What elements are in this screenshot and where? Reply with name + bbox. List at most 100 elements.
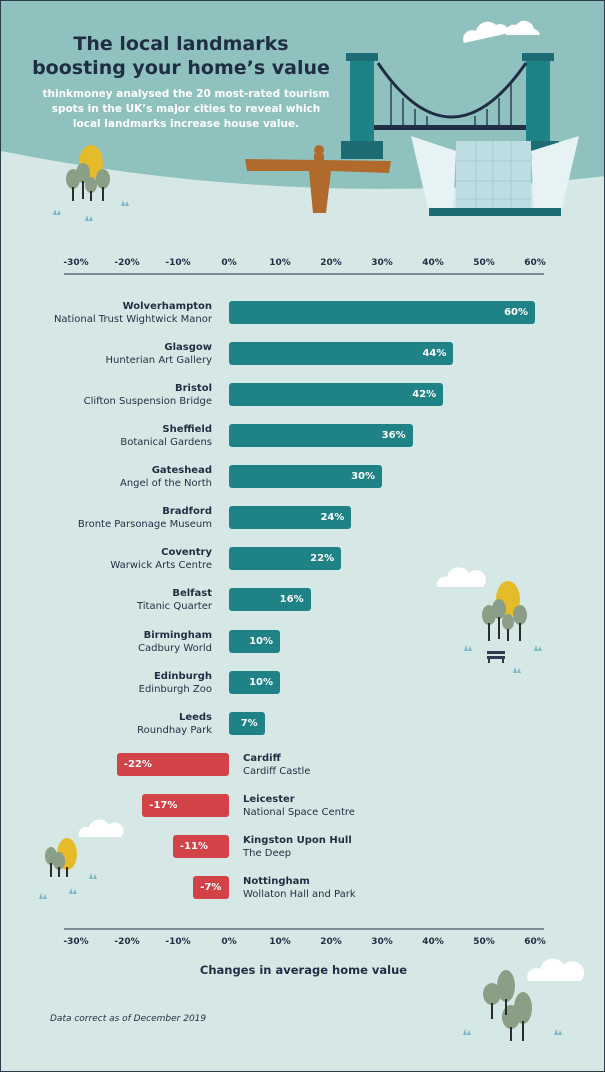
city-name: Cardiff [243,752,281,764]
bar-leicester: -17% [142,793,229,817]
bar-gateshead: 30% [229,465,382,489]
bar-value-label: 10% [249,635,273,647]
x-tick-label: 40% [422,937,444,947]
x-tick-label: 0% [221,937,237,947]
category-label: Belfast Titanic Quarter [137,587,212,613]
landmark-name: Bronte Parsonage Museum [77,519,212,531]
grass-icon [89,873,97,879]
titanic-belfast-icon [411,136,579,216]
grass-icon [513,667,521,673]
city-name: Nottingham [243,875,310,887]
landmark-name: Titanic Quarter [136,601,212,613]
tree-icon [482,581,527,641]
landmark-name: Cardiff Castle [243,765,311,777]
grass-icon [69,888,77,894]
x-tick-label: 10% [269,258,291,268]
x-tick-label: 40% [422,258,444,268]
category-label: Leicester National Space Centre [243,793,355,819]
category-label: Birmingham Cadbury World [138,629,212,655]
bar-value-label: 44% [422,348,447,360]
title-line-1: The local landmarks [73,33,289,55]
bar-value-label: 42% [412,389,437,401]
title-line-2: boosting your home’s value [32,57,330,79]
city-name: Wolverhampton [122,301,212,312]
bar-edinburgh: 10% [229,670,280,694]
city-name: Edinburgh [153,670,212,682]
x-tick-label: -30% [63,937,89,947]
x-tick-label: -10% [165,258,191,268]
bar-sheffield: 36% [229,424,413,448]
grass-icon [534,645,542,651]
sky-band [1,1,604,189]
x-tick-label: 30% [371,258,393,268]
city-name: Leicester [243,793,295,805]
category-label: Nottingham Wollaton Hall and Park [243,875,356,901]
bar-leeds: 7% [229,711,265,735]
category-label: Sheffield Botanical Gardens [120,423,212,449]
grass-icon [463,1029,471,1035]
bar-value-label: 30% [351,471,375,483]
grass-icon [554,1029,562,1035]
grass-icon [464,645,472,651]
x-tick-label: -20% [114,258,140,268]
cloud-icon [505,20,540,35]
landmark-name: National Trust Wightwick Manor [53,314,212,325]
city-name: Glasgow [164,342,212,354]
city-name: Sheffield [162,424,212,436]
bar-value-label: -22% [123,758,152,770]
x-tick-label: 0% [221,258,237,268]
city-name: Gateshead [151,465,212,477]
tree-icon [45,838,77,877]
bar-bradford: 24% [229,506,352,530]
category-label: Coventry Warwick Arts Centre [110,546,212,572]
bar-kingston-upon-hull: -11% [172,834,229,858]
x-tick-label: 50% [473,258,495,268]
city-name: Bristol [174,383,212,395]
bar-bristol: 42% [229,383,444,407]
grass-icon [121,200,129,206]
bar-value-label: -11% [179,840,208,852]
x-tick-label: 30% [371,937,393,947]
landmark-name: Warwick Arts Centre [110,560,212,572]
cloud-icon [78,819,124,837]
landmark-name: Cadbury World [137,642,212,654]
landmark-name: National Space Centre [243,806,355,818]
footnote: Data correct as of December 2019 [50,1014,207,1024]
city-name: Kingston Upon Hull [243,834,352,846]
grass-icon [53,209,61,215]
grass-icon [85,215,93,221]
x-tick-label: 20% [320,258,342,268]
cloud-icon [463,21,509,43]
x-axis-title: Changes in average home value [199,963,408,977]
landmark-name: Angel of the North [119,478,212,490]
bar-wolverhampton: 60% [229,301,535,324]
landmark-name: Hunterian Art Gallery [105,355,212,367]
category-label: Kingston Upon Hull The Deep [243,834,352,860]
bar-belfast: 16% [229,588,311,612]
cloud-icon [527,958,585,981]
landmark-name: Clifton Suspension Bridge [83,396,212,408]
x-tick-label: 60% [524,937,546,947]
category-label: Bradford Bronte Parsonage Museum [78,505,212,531]
x-tick-label: -10% [165,937,191,947]
category-label: Gateshead Angel of the North [120,464,212,490]
bar-coventry: 22% [229,547,342,571]
x-tick-label: 20% [320,937,342,947]
tree-icon [483,970,532,1041]
bar-value-label: 7% [240,717,258,729]
landmark-name: Wollaton Hall and Park [243,888,356,900]
grass-icon [39,893,47,899]
category-label: Bristol Clifton Suspension Bridge [84,382,212,408]
x-tick-label: -30% [63,258,89,268]
x-tick-label: -20% [114,937,140,947]
bar-value-label: 16% [279,594,304,606]
x-tick-label: 10% [269,937,291,947]
subtitle: thinkmoney analysed the 20 most-rated to… [42,88,330,130]
landmark-name: Edinburgh Zoo [138,683,212,695]
cloud-icon [436,567,486,587]
bar-nottingham: -7% [193,875,229,899]
category-label: Glasgow Hunterian Art Gallery [106,341,212,367]
bar-glasgow: 44% [229,342,454,366]
bar-value-label: 24% [320,512,345,524]
